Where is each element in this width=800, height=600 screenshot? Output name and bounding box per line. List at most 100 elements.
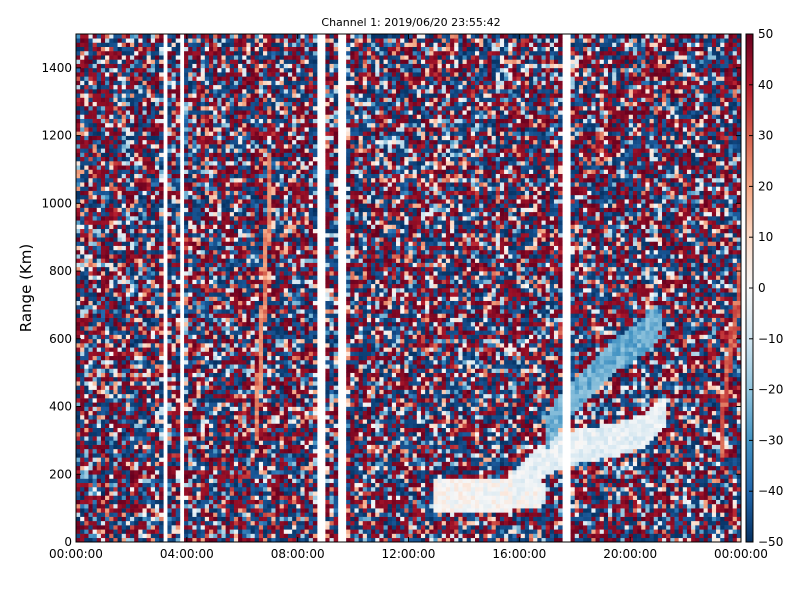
heatmap-cell bbox=[230, 98, 234, 103]
heatmap-cell bbox=[122, 81, 126, 86]
heatmap-cell bbox=[118, 305, 122, 310]
heatmap-cell bbox=[143, 390, 147, 395]
heatmap-cell bbox=[226, 487, 230, 492]
heatmap-cell bbox=[221, 335, 225, 340]
heatmap-cell bbox=[213, 47, 217, 52]
heatmap-cell bbox=[80, 76, 84, 81]
heatmap-cell bbox=[88, 292, 92, 297]
heatmap-cell bbox=[226, 47, 230, 52]
heatmap-cell bbox=[217, 64, 221, 69]
heatmap-cell bbox=[97, 216, 101, 221]
heatmap-cell bbox=[226, 381, 230, 386]
heatmap-cell bbox=[230, 208, 234, 213]
heatmap-cell bbox=[209, 59, 213, 64]
heatmap-cell bbox=[113, 220, 117, 225]
heatmap-cell bbox=[130, 402, 134, 407]
heatmap-cell bbox=[176, 76, 180, 81]
heatmap-cell bbox=[101, 81, 105, 86]
heatmap-cell bbox=[159, 368, 163, 373]
heatmap-cell bbox=[221, 102, 225, 107]
heatmap-cell bbox=[234, 212, 238, 217]
heatmap-cell bbox=[147, 445, 151, 450]
heatmap-cell bbox=[113, 169, 117, 174]
heatmap-cell bbox=[138, 364, 142, 369]
heatmap-cell bbox=[197, 38, 201, 43]
heatmap-cell bbox=[97, 233, 101, 238]
heatmap-cell bbox=[101, 449, 105, 454]
heatmap-cell bbox=[138, 144, 142, 149]
heatmap-cell bbox=[238, 301, 242, 306]
heatmap-cell bbox=[246, 233, 250, 238]
heatmap-cell bbox=[230, 203, 234, 208]
heatmap-cell bbox=[143, 495, 147, 500]
heatmap-cell bbox=[176, 85, 180, 90]
heatmap-cell bbox=[184, 55, 188, 60]
heatmap-cell bbox=[84, 131, 88, 136]
heatmap-cell bbox=[101, 356, 105, 361]
heatmap-cell bbox=[226, 322, 230, 327]
heatmap-cell bbox=[238, 72, 242, 77]
heatmap-cell bbox=[226, 491, 230, 496]
heatmap-cell bbox=[201, 110, 205, 115]
heatmap-cell bbox=[130, 462, 134, 467]
heatmap-cell bbox=[138, 102, 142, 107]
heatmap-cell bbox=[93, 529, 97, 534]
heatmap-cell bbox=[246, 102, 250, 107]
heatmap-cell bbox=[88, 203, 92, 208]
heatmap-cell bbox=[76, 225, 80, 230]
heatmap-cell bbox=[151, 119, 155, 124]
heatmap-cell bbox=[97, 76, 101, 81]
heatmap-cell bbox=[84, 140, 88, 145]
heatmap-cell bbox=[197, 203, 201, 208]
heatmap-cell bbox=[113, 423, 117, 428]
heatmap-cell bbox=[88, 407, 92, 412]
heatmap-cell bbox=[197, 296, 201, 301]
heatmap-cell bbox=[80, 127, 84, 132]
heatmap-cell bbox=[201, 390, 205, 395]
heatmap-cell bbox=[130, 220, 134, 225]
heatmap-cell bbox=[122, 38, 126, 43]
heatmap-cell bbox=[147, 241, 151, 246]
heatmap-cell bbox=[159, 390, 163, 395]
heatmap-cell bbox=[201, 360, 205, 365]
heatmap-cell bbox=[109, 123, 113, 128]
heatmap-cell bbox=[84, 330, 88, 335]
heatmap-cell bbox=[226, 483, 230, 488]
heatmap-cell bbox=[147, 144, 151, 149]
heatmap-cell bbox=[251, 479, 255, 484]
heatmap-cell bbox=[159, 267, 163, 272]
heatmap-cell bbox=[205, 415, 209, 420]
heatmap-cell bbox=[238, 292, 242, 297]
heatmap-cell bbox=[205, 529, 209, 534]
heatmap-cell bbox=[143, 500, 147, 505]
heatmap-cell bbox=[143, 466, 147, 471]
heatmap-cell bbox=[217, 140, 221, 145]
heatmap-cell bbox=[151, 169, 155, 174]
heatmap-cell bbox=[205, 275, 209, 280]
heatmap-cell bbox=[242, 81, 246, 86]
heatmap-cell bbox=[122, 237, 126, 242]
heatmap-cell bbox=[205, 212, 209, 217]
heatmap-cell bbox=[251, 225, 255, 230]
heatmap-cell bbox=[122, 123, 126, 128]
heatmap-cell bbox=[242, 258, 246, 263]
heatmap-cell bbox=[201, 148, 205, 153]
heatmap-cell bbox=[109, 241, 113, 246]
heatmap-cell bbox=[234, 64, 238, 69]
heatmap-cell bbox=[118, 373, 122, 378]
heatmap-cell bbox=[130, 445, 134, 450]
heatmap-cell bbox=[138, 275, 142, 280]
heatmap-cell bbox=[221, 343, 225, 348]
heatmap-cell bbox=[93, 229, 97, 234]
heatmap-cell bbox=[221, 453, 225, 458]
heatmap-cell bbox=[105, 140, 109, 145]
heatmap-cell bbox=[176, 517, 180, 522]
heatmap-cell bbox=[246, 229, 250, 234]
heatmap-cell bbox=[122, 191, 126, 196]
heatmap-cell bbox=[213, 368, 217, 373]
heatmap-cell bbox=[172, 68, 176, 73]
heatmap-cell bbox=[126, 534, 130, 539]
heatmap-cell bbox=[242, 466, 246, 471]
heatmap-cell bbox=[226, 394, 230, 399]
heatmap-cell bbox=[134, 445, 138, 450]
